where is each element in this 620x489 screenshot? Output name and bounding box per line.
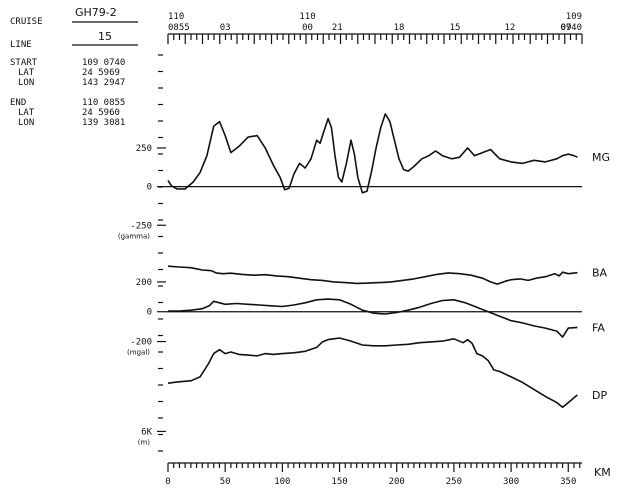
distance-tick-label: 300 (503, 477, 519, 487)
time-label-hour: 00 (302, 23, 313, 33)
start-label: START (10, 58, 38, 68)
series-line-mg (167, 113, 578, 194)
time-label-hour: 18 (394, 23, 405, 33)
start-time: 109 0740 (82, 58, 125, 68)
start-lat-label: LAT (18, 68, 35, 78)
y-tick-label: 0 (147, 308, 152, 318)
series-labels: MG BA FA DP (592, 151, 610, 402)
series-label-dp: DP (592, 389, 607, 402)
zero-lines (166, 185, 582, 313)
end-label: END (10, 98, 26, 108)
time-label-hour: 21 (332, 23, 343, 33)
distance-tick-label: 50 (220, 477, 231, 487)
left-axis-ticks (158, 54, 163, 452)
time-label-day: 110 (299, 12, 315, 22)
series-label-ba: BA (592, 267, 608, 280)
distance-axis-labels: 0 50 100 150 200 250 300 350 (165, 477, 576, 487)
series-line-fa (168, 298, 578, 338)
time-label-hour: 09 (561, 23, 572, 33)
start-lat: 24 5969 (82, 68, 120, 78)
distance-tick-label: 100 (274, 477, 290, 487)
unit-label: (mgal) (127, 349, 150, 357)
distance-tick-label: 200 (389, 477, 405, 487)
series-line-dp (167, 337, 578, 409)
distance-tick-label: 0 (165, 477, 170, 487)
line-value: 15 (98, 30, 112, 43)
time-axis-ticks (167, 34, 583, 44)
time-label-hour: 12 (505, 23, 516, 33)
series-label-fa: FA (592, 321, 605, 334)
y-tick-label: 200 (136, 278, 152, 288)
end-lat: 24 5960 (82, 108, 120, 118)
unit-labels: (gamma) (mgal) (m) (118, 232, 150, 446)
series-line-ba (167, 265, 578, 285)
distance-tick-label: 150 (331, 477, 347, 487)
distance-axis-ticks (167, 463, 581, 472)
line-label: LINE (10, 40, 32, 50)
time-label-day: 110 (168, 12, 184, 22)
time-label-hour: 03 (220, 23, 231, 33)
time-label-hour: 0740 (560, 23, 582, 33)
series-label-mg: MG (592, 151, 610, 164)
y-tick-label: -200 (130, 338, 152, 348)
y-tick-label: 250 (136, 144, 152, 154)
distance-tick-label: 250 (446, 477, 462, 487)
distance-tick-label: 350 (560, 477, 576, 487)
end-lat-label: LAT (18, 108, 35, 118)
y-tick-label: 0 (147, 183, 152, 193)
end-time: 110 0855 (82, 98, 125, 108)
data-curves (167, 113, 578, 409)
cruise-label: CRUISE (10, 17, 43, 27)
y-tick-label: 6K (141, 427, 152, 437)
end-lon: 139 3081 (82, 118, 125, 128)
start-lon-label: LON (18, 78, 34, 88)
time-label-hour: 15 (450, 23, 461, 33)
cruise-value: GH79-2 (75, 6, 117, 19)
start-lon: 143 2947 (82, 78, 125, 88)
y-tick-label: -250 (130, 221, 152, 231)
distance-axis-title: KM (594, 466, 611, 479)
unit-label: (m) (138, 438, 151, 446)
cruise-header: CRUISE GH79-2 LINE 15 START 109 0740 LAT… (10, 6, 138, 128)
y-axis-labels: 250 0 -250 200 0 -200 6K (130, 144, 166, 437)
unit-label: (gamma) (118, 232, 150, 240)
end-lon-label: LON (18, 118, 34, 128)
time-label-hour: 0855 (168, 23, 190, 33)
time-label-day: 109 (566, 12, 582, 22)
